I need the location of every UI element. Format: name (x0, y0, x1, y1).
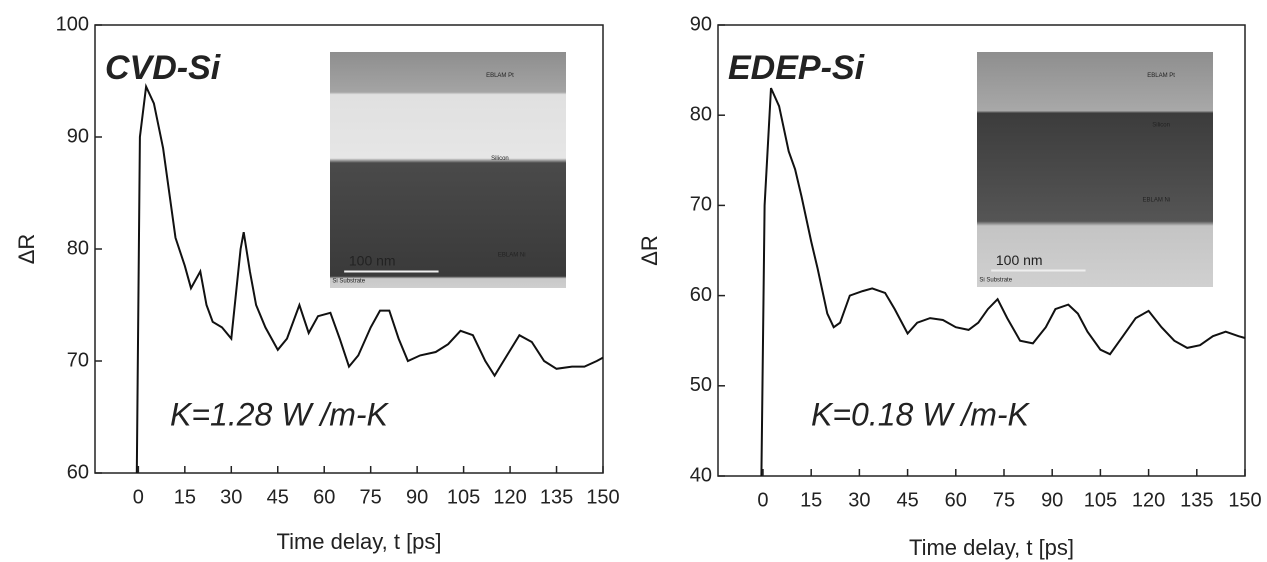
x-tick-label: 120 (493, 486, 526, 508)
x-tick-label: 30 (220, 486, 242, 508)
y-tick-label: 90 (690, 13, 712, 35)
x-axis-label: Time delay, t [ps] (909, 535, 1074, 560)
chart-title: CVD-Si (105, 49, 222, 87)
inset-label: Si Substrate (979, 278, 1012, 284)
annotation: K=1.28 W /m-K (170, 396, 390, 432)
y-tick-label: 70 (690, 194, 712, 216)
y-tick-label: 100 (56, 13, 89, 35)
y-tick-label: 50 (690, 374, 712, 396)
y-tick-label: 70 (67, 349, 89, 371)
chart-title: EDEP-Si (728, 49, 866, 87)
inset-label: EBLAM Pt (1147, 73, 1175, 79)
inset-label: Silicon (1152, 122, 1170, 128)
x-tick-label: 45 (267, 486, 289, 508)
inset-label: EBLAM Ni (498, 253, 526, 259)
x-tick-label: 45 (896, 489, 918, 511)
x-tick-label: 135 (540, 486, 573, 508)
x-tick-label: 60 (945, 489, 967, 511)
x-tick-label: 75 (993, 489, 1015, 511)
annotation: K=0.18 W /m-K (811, 396, 1031, 432)
x-tick-label: 135 (1180, 489, 1213, 511)
y-axis-label: ΔR (637, 235, 662, 266)
x-tick-label: 90 (1041, 489, 1063, 511)
x-tick-label: 15 (174, 486, 196, 508)
x-tick-label: 105 (1084, 489, 1117, 511)
x-tick-label: 150 (1228, 489, 1261, 511)
y-axis-label: ΔR (14, 234, 39, 265)
x-tick-label: 15 (800, 489, 822, 511)
inset-label: Silicon (491, 156, 509, 162)
figure: EBLAM Pt Silicon EBLAM Ni 100 nm Si Substrat… (0, 0, 1267, 562)
inset-label: EBLAM Ni (1143, 198, 1171, 204)
y-tick-label: 40 (690, 464, 712, 486)
inset-label: 100 nm (996, 252, 1043, 268)
y-tick-label: 90 (67, 125, 89, 147)
x-tick-label: 105 (447, 486, 480, 508)
inset-label: EBLAM Pt (486, 73, 514, 79)
inset-label: Si Substrate (332, 278, 365, 284)
x-tick-label: 0 (133, 486, 144, 508)
x-axis-label: Time delay, t [ps] (276, 529, 441, 554)
inset-label: 100 nm (349, 253, 396, 269)
y-tick-label: 80 (690, 103, 712, 125)
y-tick-label: 60 (67, 461, 89, 483)
x-tick-label: 90 (406, 486, 428, 508)
x-tick-label: 120 (1132, 489, 1165, 511)
x-tick-label: 60 (313, 486, 335, 508)
x-tick-label: 150 (586, 486, 619, 508)
y-tick-label: 60 (690, 284, 712, 306)
x-tick-label: 75 (360, 486, 382, 508)
y-tick-label: 80 (67, 237, 89, 259)
x-tick-label: 0 (757, 489, 768, 511)
x-tick-label: 30 (848, 489, 870, 511)
